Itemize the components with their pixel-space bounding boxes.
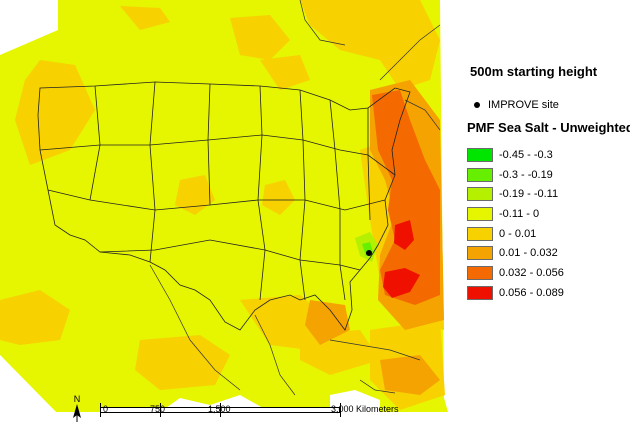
- legend-swatch: [467, 266, 493, 281]
- map-title: 500m starting height: [470, 64, 598, 79]
- legend-item: 0.032 - 0.056: [467, 264, 564, 282]
- site-legend-label: IMPROVE site: [488, 99, 559, 111]
- red-orange-patches: [372, 90, 440, 305]
- coastlines: [149, 0, 441, 396]
- legend-label: 0 - 0.01: [499, 227, 537, 240]
- legend-label: 0.01 - 0.032: [499, 247, 558, 260]
- scale-label-1500: 1,500: [208, 404, 231, 414]
- legend-item: -0.45 - -0.3: [467, 146, 564, 164]
- site-dot-icon: [474, 102, 480, 108]
- legend-swatch: [467, 226, 493, 241]
- legend-item: -0.19 - -0.11: [467, 185, 564, 203]
- legend-label: 0.056 - 0.089: [499, 286, 564, 299]
- site-legend-row: IMPROVE site: [470, 99, 559, 111]
- legend-swatch: [467, 246, 493, 261]
- north-arrow-icon: N: [73, 394, 81, 422]
- legend-item: 0.01 - 0.032: [467, 244, 564, 262]
- scale-bar: 0 750 1,500 3,000 Kilometers: [95, 397, 425, 425]
- legend-label: 0.032 - 0.056: [499, 267, 564, 280]
- legend-label: -0.45 - -0.3: [499, 149, 553, 161]
- legend-swatch: [467, 167, 493, 182]
- red-patches: [383, 220, 420, 298]
- legend-label: -0.11 - 0: [499, 208, 540, 221]
- scale-label-0: 0: [103, 404, 109, 414]
- legend-swatch: [467, 187, 493, 202]
- legend-item: -0.11 - 0: [467, 205, 564, 223]
- legend-label: -0.19 - -0.11: [499, 188, 559, 201]
- legend-label: -0.3 - -0.19: [499, 168, 553, 181]
- scale-label-3000: 3,000 Kilometers: [331, 404, 399, 414]
- legend-item: 0 - 0.01: [467, 225, 564, 243]
- legend-heading: PMF Sea Salt - Unweighted: [467, 120, 630, 135]
- north-label: N: [74, 394, 81, 404]
- legend-item: 0.056 - 0.089: [467, 284, 564, 302]
- scale-label-750: 750: [150, 404, 166, 414]
- legend-swatch: [467, 207, 493, 222]
- state-boundaries: [37, 81, 411, 331]
- legend-item: -0.3 - -0.19: [467, 166, 564, 184]
- white-area: [0, 355, 380, 412]
- improve-site-marker: [366, 250, 372, 256]
- legend-list: -0.45 - -0.3 -0.3 - -0.19 -0.19 - -0.11 -0.…: [467, 146, 564, 304]
- legend-swatch: [467, 285, 493, 300]
- legend-swatch: [467, 148, 493, 162]
